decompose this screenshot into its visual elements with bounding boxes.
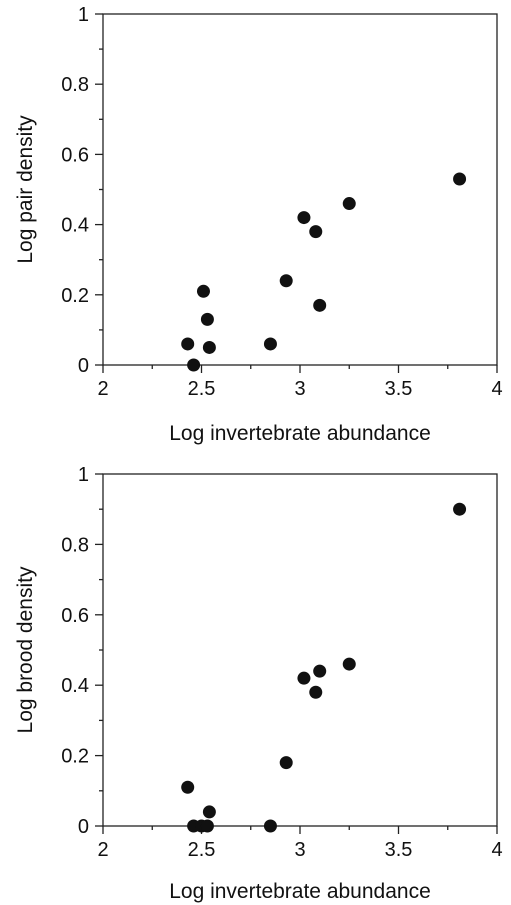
data-point <box>279 756 293 770</box>
x-tick-label: 2.5 <box>188 378 216 400</box>
x-tick-label: 3.5 <box>385 378 413 400</box>
pair-density-panel: 0 0.2 0.4 0.6 0.8 1 2 2.5 3 3.5 4 Log invertebrate … <box>14 4 503 445</box>
x-axis-title: Log invertebrate abundance <box>169 880 431 903</box>
data-point <box>453 502 467 516</box>
data-point <box>342 197 356 211</box>
data-point <box>297 671 311 685</box>
data-point <box>196 284 210 298</box>
plot-frame <box>102 473 498 827</box>
data-point <box>342 657 356 671</box>
data-point <box>279 274 293 288</box>
y-axis-title: Log pair density <box>14 115 37 264</box>
data-point <box>202 805 216 819</box>
data-point <box>309 225 323 239</box>
plot-frame <box>102 13 498 366</box>
x-tick-label: 3.5 <box>385 839 413 861</box>
x-tick-label: 2.5 <box>188 839 216 861</box>
x-tick-label: 2 <box>97 839 108 861</box>
brood-density-panel: 0 0.2 0.4 0.6 0.8 1 2 2.5 3 3.5 4 Log invertebrate … <box>14 464 503 903</box>
data-point <box>313 298 327 312</box>
data-point <box>263 337 277 351</box>
data-point <box>181 337 195 351</box>
x-tick-label: 4 <box>491 839 502 861</box>
y-tick-label: 1 <box>78 464 89 486</box>
y-tick-label: 0.2 <box>61 285 89 307</box>
data-point <box>313 664 327 678</box>
data-point <box>263 819 277 833</box>
y-tick-label: 0.2 <box>61 746 89 768</box>
data-point <box>187 358 201 372</box>
y-tick-label: 0.8 <box>61 534 89 556</box>
data-point <box>309 685 323 699</box>
y-tick-label: 0 <box>78 355 89 377</box>
y-tick-label: 0.6 <box>61 144 89 166</box>
y-tick-label: 0 <box>78 816 89 838</box>
data-point <box>200 312 214 326</box>
y-tick-label: 1 <box>78 4 89 26</box>
y-axis-title: Log brood density <box>14 566 37 733</box>
data-point <box>181 780 195 794</box>
y-tick-label: 0.6 <box>61 605 89 627</box>
data-point <box>297 211 311 225</box>
y-tick-label: 0.4 <box>61 675 89 697</box>
y-tick-label: 0.8 <box>61 74 89 96</box>
x-tick-label: 2 <box>97 378 108 400</box>
data-point <box>200 819 214 833</box>
data-point <box>453 172 467 186</box>
x-tick-label: 3 <box>294 378 305 400</box>
data-point <box>202 340 216 354</box>
x-tick-label: 4 <box>491 378 502 400</box>
x-axis-title: Log invertebrate abundance <box>169 422 431 445</box>
x-tick-label: 3 <box>294 839 305 861</box>
y-tick-label: 0.4 <box>61 215 89 237</box>
